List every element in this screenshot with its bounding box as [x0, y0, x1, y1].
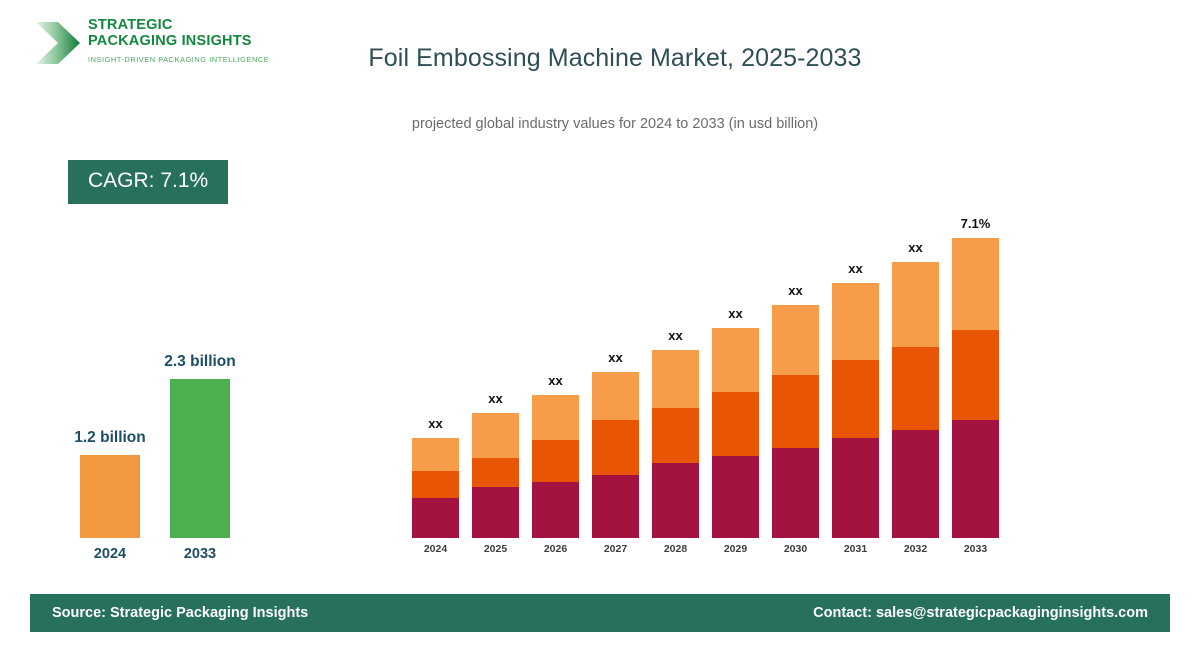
- stacked-bar-segment-segment-top: [712, 328, 759, 392]
- logo-wordmark: STRATEGIC PACKAGING INSIGHTS INSIGHT-DRI…: [88, 17, 270, 64]
- comparison-bar-2033: [170, 379, 230, 538]
- stacked-bar-group: xx 2025: [472, 391, 519, 555]
- stacked-bar-year-label: 2026: [543, 543, 568, 555]
- stacked-bar-segment-segment-middle: [892, 347, 939, 430]
- comparison-bar-value: 1.2 billion: [74, 429, 146, 446]
- stacked-bar-segment-segment-bottom: [652, 463, 699, 538]
- stacked-bar-segment-segment-bottom: [472, 487, 519, 538]
- stacked-bar-year-label: 2024: [423, 543, 448, 555]
- stacked-bar-value-label: xx: [788, 283, 803, 298]
- stacked-bar-segment-segment-bottom: [532, 482, 579, 538]
- stacked-bar-group: xx 2027: [592, 350, 639, 555]
- stacked-bar-2027: [592, 372, 639, 538]
- stacked-bar-group: xx 2030: [772, 283, 819, 555]
- stacked-bar-2024: [412, 438, 459, 538]
- page-title: Foil Embossing Machine Market, 2025-2033: [368, 44, 862, 72]
- stacked-bar-value-label: 7.1%: [960, 216, 991, 231]
- logo-line-1: STRATEGIC: [88, 17, 173, 33]
- stacked-bar-group: 7.1% 2033: [952, 216, 999, 555]
- stacked-bar-2031: [832, 283, 879, 538]
- stacked-bar-value-label: xx: [608, 350, 623, 365]
- stacked-bar-2033: [952, 238, 999, 538]
- stacked-bar-group: xx 2031: [832, 261, 879, 555]
- stacked-bar-2026: [532, 395, 579, 538]
- stacked-bar-value-label: xx: [848, 261, 863, 276]
- stacked-bar-2025: [472, 413, 519, 538]
- stacked-bar-group: xx 2024: [412, 416, 459, 555]
- stacked-bar-segment-segment-top: [532, 395, 579, 440]
- comparison-bar-2024: [80, 455, 140, 538]
- stacked-bar-segment-segment-top: [772, 305, 819, 375]
- stacked-bar-segment-segment-bottom: [712, 456, 759, 538]
- footer-contact: Contact: sales@strategicpackaginginsight…: [813, 605, 1148, 621]
- stacked-bar-2028: [652, 350, 699, 538]
- stacked-bar-segment-segment-middle: [412, 471, 459, 498]
- stacked-bar-value-label: xx: [548, 373, 563, 388]
- page-subtitle: projected global industry values for 202…: [411, 116, 819, 132]
- stacked-bar-segment-segment-top: [652, 350, 699, 408]
- comparison-bar-group: 1.2 billion 2024: [74, 429, 145, 562]
- logo-line-2: PACKAGING INSIGHTS: [88, 32, 252, 49]
- stacked-bar-2029: [712, 328, 759, 538]
- stacked-bar-segment-segment-middle: [712, 392, 759, 456]
- stacked-bar-value-label: xx: [668, 328, 683, 343]
- stacked-bar-year-label: 2028: [663, 543, 688, 555]
- stacked-bar-segment-segment-bottom: [832, 438, 879, 538]
- stacked-bar-group: xx 2032: [892, 240, 939, 555]
- stacked-bar-segment-segment-middle: [952, 330, 999, 420]
- chevron-right-icon: [36, 22, 80, 64]
- logo-tagline: INSIGHT-DRIVEN PACKAGING INTELLIGENCE: [88, 55, 270, 64]
- stacked-bar-segment-segment-middle: [772, 375, 819, 448]
- stacked-bar-group: xx 2026: [532, 373, 579, 555]
- stacked-bar-year-label: 2030: [783, 543, 808, 555]
- stacked-bar-group: xx 2029: [712, 306, 759, 555]
- comparison-bar-label: 2033: [183, 546, 217, 562]
- stacked-bar-year-label: 2025: [483, 543, 508, 555]
- stacked-bar-segment-segment-top: [892, 262, 939, 347]
- stacked-bar-2032: [892, 262, 939, 538]
- stacked-bar-group: xx 2028: [652, 328, 699, 555]
- comparison-bar-label: 2024: [93, 546, 127, 562]
- stacked-bar-value-label: xx: [488, 391, 503, 406]
- stacked-bar-year-label: 2033: [963, 543, 988, 555]
- cagr-badge: CAGR: 7.1%: [68, 160, 229, 204]
- footer-source: Source: Strategic Packaging Insights: [52, 605, 309, 621]
- brand-logo: STRATEGIC PACKAGING INSIGHTS INSIGHT-DRI…: [30, 14, 269, 74]
- stacked-bar-segment-segment-middle: [592, 420, 639, 475]
- stacked-bar-segment-segment-bottom: [952, 420, 999, 538]
- stacked-bar-value-label: xx: [728, 306, 743, 321]
- stacked-bar-chart: xx 2024 xx 2025 xx 2026 xx 2027 xx 2028 xx 2029 xx 20…: [400, 190, 1020, 560]
- stacked-bar-segment-segment-bottom: [592, 475, 639, 538]
- stacked-bar-segment-segment-top: [832, 283, 879, 360]
- stacked-bar-segment-segment-top: [592, 372, 639, 420]
- comparison-bar-group: 2.3 billion 2033: [164, 353, 235, 562]
- comparison-bar-value: 2.3 billion: [164, 353, 236, 370]
- stacked-bar-value-label: xx: [908, 240, 923, 255]
- stacked-bar-segment-segment-middle: [652, 408, 699, 463]
- stacked-bar-segment-segment-top: [952, 238, 999, 330]
- stacked-bar-year-label: 2029: [723, 543, 748, 555]
- stacked-bar-segment-segment-top: [412, 438, 459, 471]
- footer-bar: Source: Strategic Packaging Insights Con…: [30, 594, 1170, 632]
- stacked-bar-segment-segment-bottom: [772, 448, 819, 538]
- stacked-bar-2030: [772, 305, 819, 538]
- stacked-bar-segment-segment-bottom: [412, 498, 459, 538]
- stacked-bar-segment-segment-middle: [532, 440, 579, 482]
- stacked-bar-value-label: xx: [428, 416, 443, 431]
- stacked-bar-year-label: 2031: [843, 543, 868, 555]
- stacked-bar-segment-segment-bottom: [892, 430, 939, 538]
- stacked-bar-segment-segment-top: [472, 413, 519, 458]
- stacked-bar-year-label: 2032: [903, 543, 928, 555]
- comparison-chart: 1.2 billion 2024 2.3 billion 2033: [40, 300, 300, 570]
- stacked-bar-year-label: 2027: [603, 543, 628, 555]
- stacked-bar-segment-segment-middle: [472, 458, 519, 487]
- stacked-bar-segment-segment-middle: [832, 360, 879, 438]
